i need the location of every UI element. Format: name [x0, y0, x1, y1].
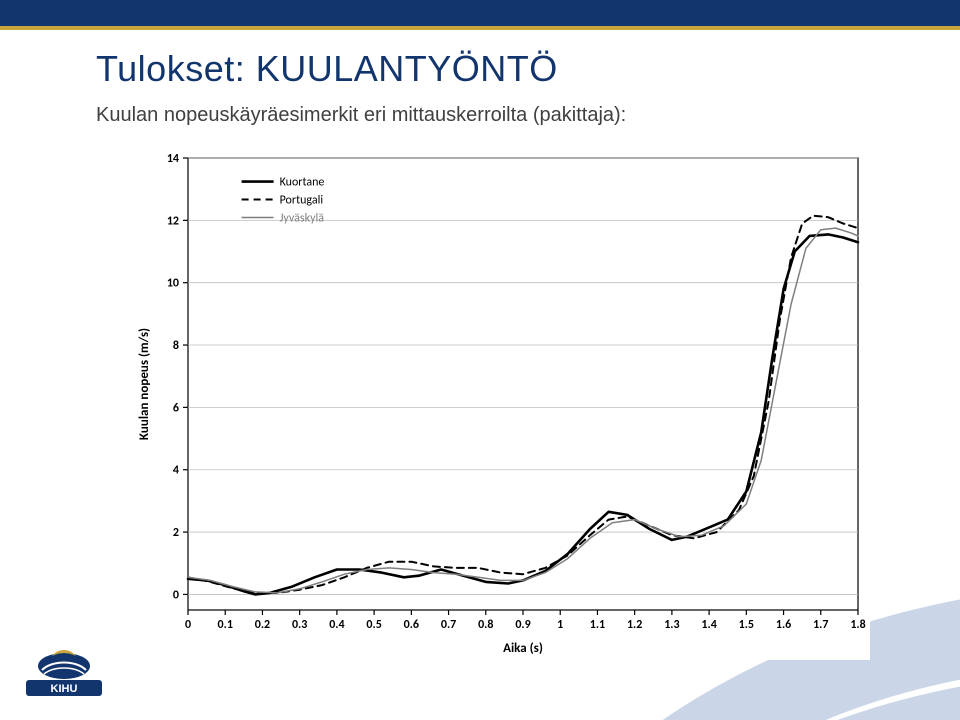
- svg-text:1.8: 1.8: [850, 618, 865, 632]
- svg-text:0: 0: [185, 618, 191, 632]
- svg-text:1.1: 1.1: [590, 618, 605, 632]
- svg-text:Aika (s): Aika (s): [503, 641, 543, 656]
- svg-text:0.4: 0.4: [329, 618, 344, 632]
- svg-text:0.6: 0.6: [404, 618, 419, 632]
- svg-text:0.5: 0.5: [366, 618, 381, 632]
- svg-text:1.4: 1.4: [701, 618, 716, 632]
- svg-text:Kuortane: Kuortane: [280, 176, 325, 190]
- kihu-logo: KIHU: [22, 650, 106, 698]
- svg-text:Jyväskylä: Jyväskylä: [280, 212, 325, 226]
- svg-text:1: 1: [557, 618, 563, 632]
- svg-text:0.3: 0.3: [292, 618, 307, 632]
- svg-text:0.9: 0.9: [515, 618, 530, 632]
- svg-text:Kuulan nopeus (m/s): Kuulan nopeus (m/s): [137, 328, 152, 440]
- svg-text:6: 6: [173, 401, 179, 415]
- svg-text:12: 12: [167, 214, 179, 228]
- svg-text:1.2: 1.2: [627, 618, 642, 632]
- svg-text:14: 14: [167, 152, 179, 166]
- svg-text:0.1: 0.1: [218, 618, 233, 632]
- page-subtitle: Kuulan nopeuskäyräesimerkit eri mittausk…: [96, 104, 626, 127]
- svg-text:1.5: 1.5: [739, 618, 754, 632]
- svg-text:0.2: 0.2: [255, 618, 270, 632]
- svg-text:1.3: 1.3: [664, 618, 679, 632]
- svg-text:2: 2: [173, 526, 179, 540]
- svg-text:1.7: 1.7: [813, 618, 828, 632]
- logo-text: KIHU: [51, 683, 78, 695]
- top-accent-bar: [0, 0, 960, 26]
- svg-text:10: 10: [167, 277, 179, 291]
- svg-text:8: 8: [173, 339, 179, 353]
- svg-text:4: 4: [173, 464, 179, 478]
- svg-text:0.7: 0.7: [441, 618, 456, 632]
- svg-text:Portugali: Portugali: [280, 194, 324, 208]
- svg-text:0.8: 0.8: [478, 618, 493, 632]
- page-title: Tulokset: KUULANTYÖNTÖ: [96, 48, 558, 90]
- svg-text:1.6: 1.6: [776, 618, 791, 632]
- svg-text:0: 0: [173, 588, 179, 602]
- velocity-chart: 0 2 4 6 8 10 12 14 0 0.1 0.2 0.3 0.4 0.5 0.6 0.7 0.8 0.9 1…: [130, 150, 870, 660]
